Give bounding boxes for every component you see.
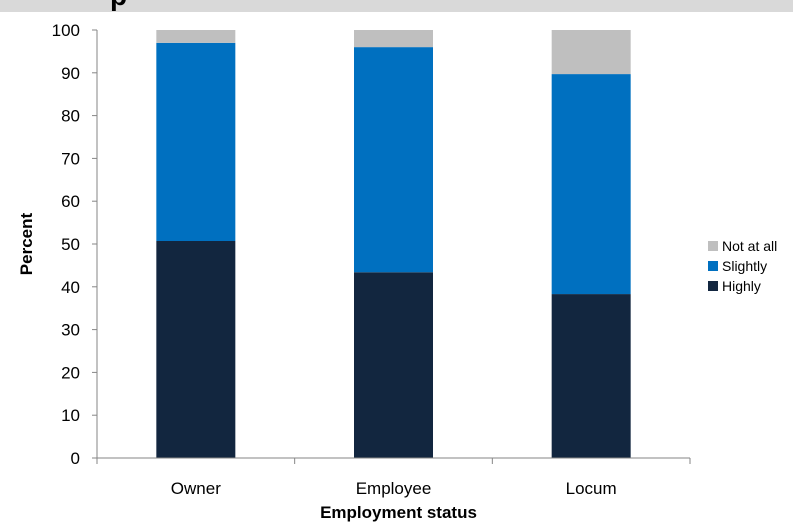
legend-swatch-highly bbox=[708, 281, 718, 291]
legend-swatch-slightly bbox=[708, 261, 718, 271]
bar-locum-slightly bbox=[551, 74, 631, 295]
y-tick-label-30: 30 bbox=[61, 321, 80, 340]
bar-owner-not-at-all bbox=[156, 30, 236, 43]
legend-label-highly: Highly bbox=[722, 278, 761, 294]
bar-owner-highly bbox=[156, 241, 236, 458]
legend-label-not-at-all: Not at all bbox=[722, 238, 777, 254]
y-tick-label-100: 100 bbox=[52, 21, 80, 40]
y-tick-label-50: 50 bbox=[61, 235, 80, 254]
legend-swatch-not-at-all bbox=[708, 241, 718, 251]
bar-locum-highly bbox=[551, 294, 631, 458]
y-axis-title: Percent bbox=[17, 212, 36, 275]
cropped-title-fragment: p bbox=[110, 0, 127, 12]
legend: Not at all Slightly Highly bbox=[708, 238, 777, 294]
bar-owner-slightly bbox=[156, 42, 236, 242]
y-tick-label-0: 0 bbox=[71, 449, 80, 468]
bar-locum-not-at-all bbox=[551, 30, 631, 75]
legend-label-slightly: Slightly bbox=[722, 258, 767, 274]
y-tick-label-40: 40 bbox=[61, 278, 80, 297]
x-axis-ticks: Owner Employee Locum bbox=[96, 458, 691, 498]
x-tick-label-owner: Owner bbox=[171, 479, 221, 498]
x-tick-label-employee: Employee bbox=[356, 479, 432, 498]
bar-employee-highly bbox=[354, 272, 433, 458]
bars-layer bbox=[156, 30, 631, 458]
y-tick-label-10: 10 bbox=[61, 406, 80, 425]
y-tick-label-20: 20 bbox=[61, 363, 80, 382]
y-tick-label-90: 90 bbox=[61, 64, 80, 83]
bar-employee-not-at-all bbox=[354, 30, 433, 48]
y-tick-label-80: 80 bbox=[61, 107, 80, 126]
bar-employee-slightly bbox=[354, 47, 433, 273]
y-tick-label-60: 60 bbox=[61, 192, 80, 211]
x-tick-label-locum: Locum bbox=[566, 479, 617, 498]
y-tick-label-70: 70 bbox=[61, 149, 80, 168]
y-axis-ticks: 0 10 20 30 40 50 60 70 80 90 100 bbox=[52, 21, 97, 468]
x-axis-title: Employment status bbox=[320, 503, 477, 522]
title-band: p bbox=[0, 0, 793, 12]
